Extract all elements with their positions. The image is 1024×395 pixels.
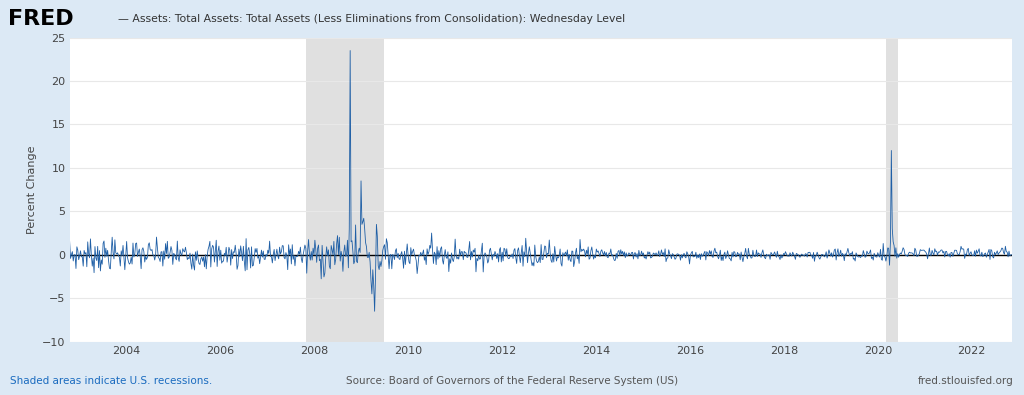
Text: — Assets: Total Assets: Total Assets (Less Eliminations from Consolidation): Wed: — Assets: Total Assets: Total Assets (Le… [118, 14, 625, 24]
Bar [306, 38, 384, 342]
Y-axis label: Percent Change: Percent Change [27, 145, 37, 234]
Text: Shaded areas indicate U.S. recessions.: Shaded areas indicate U.S. recessions. [10, 376, 213, 386]
Text: Source: Board of Governors of the Federal Reserve System (US): Source: Board of Governors of the Federa… [346, 376, 678, 386]
Bar [886, 38, 897, 342]
Text: FRED: FRED [8, 9, 74, 29]
Text: fred.stlouisfed.org: fred.stlouisfed.org [918, 376, 1014, 386]
